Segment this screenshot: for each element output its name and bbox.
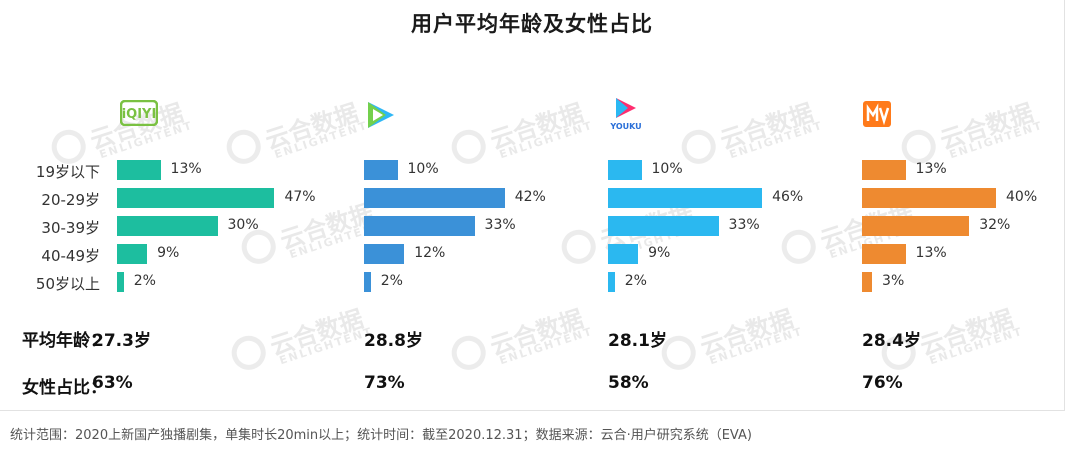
bar-value-label: 2% [624, 273, 647, 289]
bar-value-label: 13% [170, 161, 202, 177]
bar-tencent [364, 244, 405, 264]
bar-value-label: 33% [484, 217, 516, 233]
youku-logo-icon: YOUKU [606, 96, 646, 136]
bar-value-label: 10% [651, 161, 683, 177]
category-label: 30-39岁 [41, 219, 100, 237]
category-label: 20-29岁 [41, 191, 100, 209]
footer-note: 统计范围：2020上新国产独播剧集，单集时长20min以上；统计时间：截至202… [10, 428, 752, 443]
category-label: 50岁以上 [35, 275, 100, 293]
bar-value-label: 10% [407, 161, 439, 177]
chart-title: 用户平均年龄及女性占比 [411, 12, 653, 36]
avg-age-value: 27.3岁 [92, 331, 151, 351]
bar-tencent [364, 160, 398, 180]
avg-age-label: 平均年龄： [22, 331, 107, 351]
bar-youku [608, 272, 615, 292]
female-ratio-value: 73% [364, 373, 405, 393]
avg-age-value: 28.8岁 [364, 331, 423, 351]
avg-age-value: 28.4岁 [862, 331, 921, 351]
bar-value-label: 32% [979, 217, 1011, 233]
bar-tencent [364, 272, 371, 292]
bar-value-label: 13% [915, 161, 947, 177]
bar-value-label: 13% [915, 245, 947, 261]
bar-tencent [364, 188, 505, 208]
mango-tv-logo-icon [862, 100, 892, 132]
bar-value-label: 46% [772, 189, 804, 205]
bar-tencent [364, 216, 475, 236]
category-label: 40-49岁 [41, 247, 100, 265]
bar-value-label: 9% [157, 245, 180, 261]
tencent-video-logo-icon [364, 100, 396, 134]
female-ratio-value: 63% [92, 373, 133, 393]
bar-value-label: 3% [882, 273, 905, 289]
bar-youku [608, 244, 639, 264]
female-ratio-label: 女性占比： [22, 378, 107, 398]
chart-frame [0, 0, 1065, 411]
bar-mango [862, 244, 906, 264]
bar-value-label: 33% [728, 217, 760, 233]
bar-iqiyi [117, 244, 148, 264]
svg-text:iQIYI: iQIYI [122, 107, 157, 122]
bar-mango [862, 216, 970, 236]
bar-value-label: 9% [648, 245, 671, 261]
bar-iqiyi [117, 160, 161, 180]
svg-text:YOUKU: YOUKU [609, 122, 641, 131]
bar-iqiyi [117, 216, 218, 236]
bar-iqiyi [117, 272, 124, 292]
category-label: 19岁以下 [35, 163, 100, 181]
avg-age-value: 28.1岁 [608, 331, 667, 351]
bar-value-label: 30% [227, 217, 259, 233]
female-ratio-value: 58% [608, 373, 649, 393]
bar-value-label: 2% [380, 273, 403, 289]
iqiyi-logo-icon: iQIYI [119, 99, 159, 130]
bar-value-label: 47% [284, 189, 316, 205]
bar-value-label: 40% [1006, 189, 1038, 205]
bar-mango [862, 272, 873, 292]
bar-value-label: 42% [514, 189, 546, 205]
bar-mango [862, 160, 906, 180]
bar-mango [862, 188, 996, 208]
bar-youku [608, 160, 642, 180]
bar-value-label: 12% [414, 245, 446, 261]
bar-youku [608, 216, 719, 236]
bar-value-label: 2% [133, 273, 156, 289]
bar-iqiyi [117, 188, 275, 208]
female-ratio-value: 76% [862, 373, 903, 393]
bar-youku [608, 188, 763, 208]
